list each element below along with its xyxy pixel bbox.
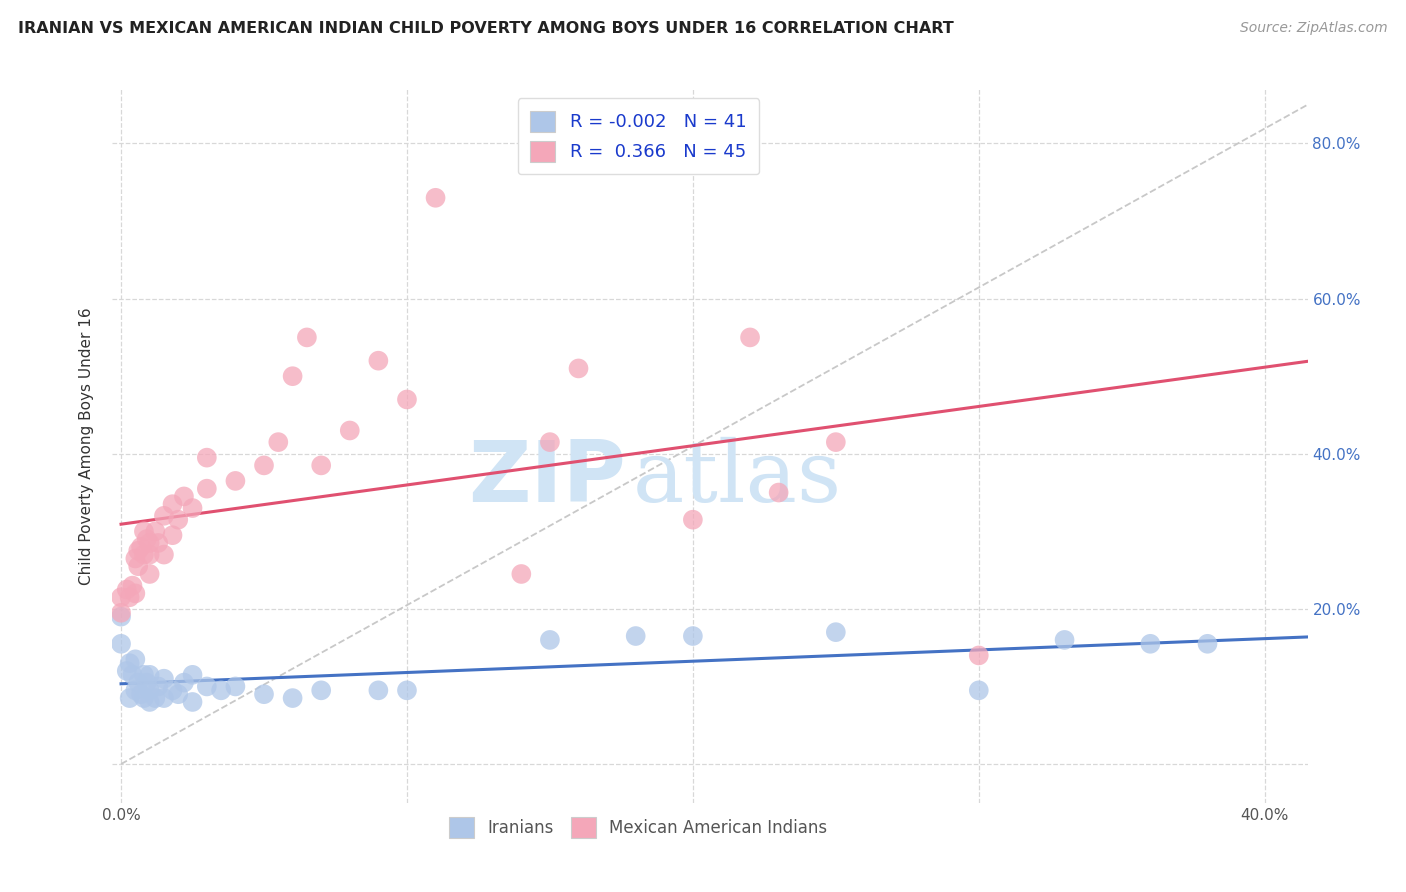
Point — [145, 524, 167, 539]
Point — [567, 361, 589, 376]
Point — [1053, 632, 1076, 647]
Point — [110, 637, 132, 651]
Point — [425, 191, 447, 205]
Point — [135, 532, 157, 546]
Point — [121, 668, 143, 682]
Point — [339, 424, 361, 438]
Point — [110, 609, 132, 624]
Point — [153, 548, 176, 562]
Point — [162, 497, 184, 511]
Point — [129, 540, 152, 554]
Text: atlas: atlas — [633, 436, 841, 520]
Text: ZIP: ZIP — [468, 436, 627, 520]
Point — [173, 675, 195, 690]
Point — [135, 675, 157, 690]
Point — [138, 683, 160, 698]
Point — [127, 559, 149, 574]
Point — [153, 508, 176, 523]
Point — [824, 625, 846, 640]
Point — [118, 691, 141, 706]
Text: IRANIAN VS MEXICAN AMERICAN INDIAN CHILD POVERTY AMONG BOYS UNDER 16 CORRELATION: IRANIAN VS MEXICAN AMERICAN INDIAN CHILD… — [18, 21, 955, 36]
Point — [167, 513, 190, 527]
Point — [224, 474, 246, 488]
Point — [367, 353, 389, 368]
Point — [132, 548, 155, 562]
Point — [110, 591, 132, 605]
Point — [395, 683, 418, 698]
Point — [309, 458, 332, 473]
Point — [115, 664, 138, 678]
Text: Source: ZipAtlas.com: Source: ZipAtlas.com — [1240, 21, 1388, 35]
Point — [132, 691, 155, 706]
Point — [209, 683, 232, 698]
Point — [538, 435, 561, 450]
Point — [253, 458, 276, 473]
Point — [138, 548, 160, 562]
Point — [281, 369, 304, 384]
Point — [281, 691, 304, 706]
Point — [682, 629, 704, 643]
Point — [153, 672, 176, 686]
Point — [195, 450, 218, 465]
Point — [115, 582, 138, 597]
Point — [138, 536, 160, 550]
Point — [253, 687, 276, 701]
Point — [148, 536, 170, 550]
Point — [129, 687, 152, 701]
Point — [181, 695, 204, 709]
Point — [145, 691, 167, 706]
Legend: Iranians, Mexican American Indians: Iranians, Mexican American Indians — [443, 811, 834, 845]
Point — [538, 632, 561, 647]
Point — [110, 606, 132, 620]
Point — [138, 695, 160, 709]
Point — [153, 691, 176, 706]
Point — [162, 683, 184, 698]
Point — [173, 490, 195, 504]
Point — [132, 668, 155, 682]
Point — [738, 330, 761, 344]
Point — [824, 435, 846, 450]
Point — [121, 579, 143, 593]
Point — [510, 566, 533, 581]
Point — [181, 668, 204, 682]
Y-axis label: Child Poverty Among Boys Under 16: Child Poverty Among Boys Under 16 — [79, 307, 94, 585]
Point — [624, 629, 647, 643]
Point — [195, 680, 218, 694]
Point — [682, 513, 704, 527]
Point — [224, 680, 246, 694]
Point — [309, 683, 332, 698]
Point — [124, 652, 146, 666]
Point — [267, 435, 290, 450]
Point — [148, 680, 170, 694]
Point — [127, 675, 149, 690]
Point — [395, 392, 418, 407]
Point — [967, 648, 990, 663]
Point — [138, 668, 160, 682]
Point — [1139, 637, 1161, 651]
Point — [124, 683, 146, 698]
Point — [1197, 637, 1219, 651]
Point — [162, 528, 184, 542]
Point — [167, 687, 190, 701]
Point — [195, 482, 218, 496]
Point — [768, 485, 790, 500]
Point — [967, 683, 990, 698]
Point — [124, 551, 146, 566]
Point — [132, 524, 155, 539]
Point — [367, 683, 389, 698]
Point — [127, 543, 149, 558]
Point — [124, 586, 146, 600]
Point — [295, 330, 318, 344]
Point — [118, 591, 141, 605]
Point — [181, 501, 204, 516]
Point — [118, 656, 141, 670]
Point — [138, 566, 160, 581]
